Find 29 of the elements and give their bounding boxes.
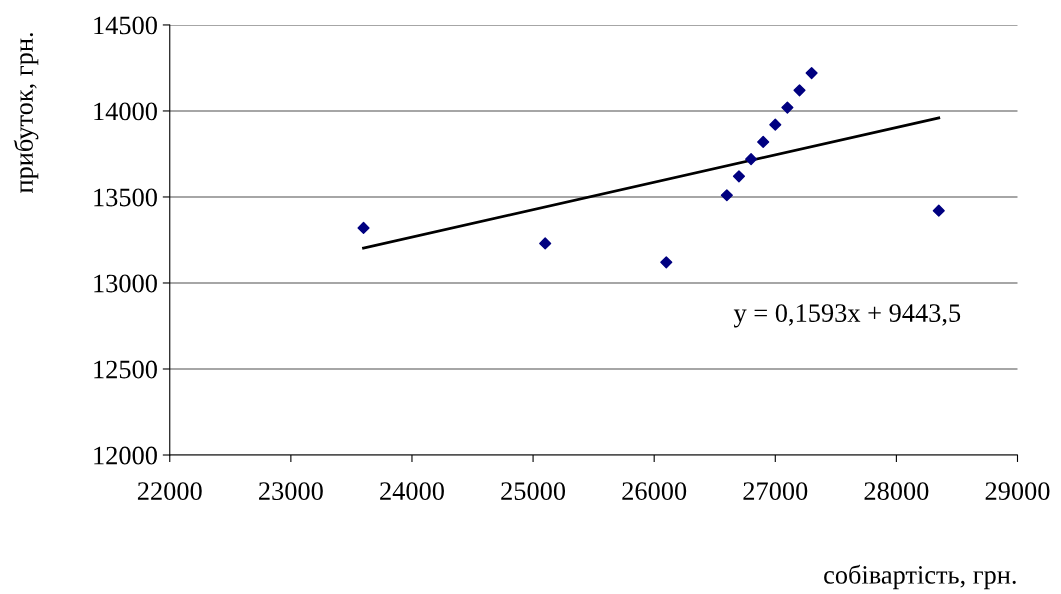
point: [660, 256, 673, 269]
point: [757, 135, 770, 148]
x-tick-label: 23000: [259, 482, 323, 500]
y-tick-label: 14500: [94, 16, 157, 35]
annotation: y = 0,1593x + 9443,5: [733, 304, 961, 328]
y-axis-title: прибуток, грн.: [13, 33, 39, 194]
point: [720, 189, 733, 202]
x-tick-label: 24000: [380, 482, 444, 500]
y-tick-label: 13500: [94, 188, 157, 207]
x-tick-label: 29000: [985, 482, 1050, 500]
point: [793, 84, 806, 97]
y-tick-label: 13000: [94, 274, 157, 293]
point: [744, 153, 758, 166]
point: [539, 237, 552, 250]
point: [932, 204, 945, 217]
point: [357, 221, 370, 235]
point: [732, 170, 746, 183]
point: [781, 101, 794, 114]
y-tick-label: 12000: [94, 446, 157, 465]
x-tick-label: 22000: [137, 482, 202, 500]
x-tick-label: 27000: [743, 482, 808, 500]
x-tick-label: 25000: [501, 482, 566, 500]
y-tick-label: 14000: [94, 102, 157, 121]
point: [769, 118, 782, 131]
point: [805, 67, 818, 80]
y-tick-label: 12500: [94, 360, 157, 379]
x-tick-label: 28000: [864, 482, 929, 500]
x-axis-title: собівартість, грн.: [824, 564, 1016, 590]
x-tick-label: 26000: [622, 482, 687, 500]
